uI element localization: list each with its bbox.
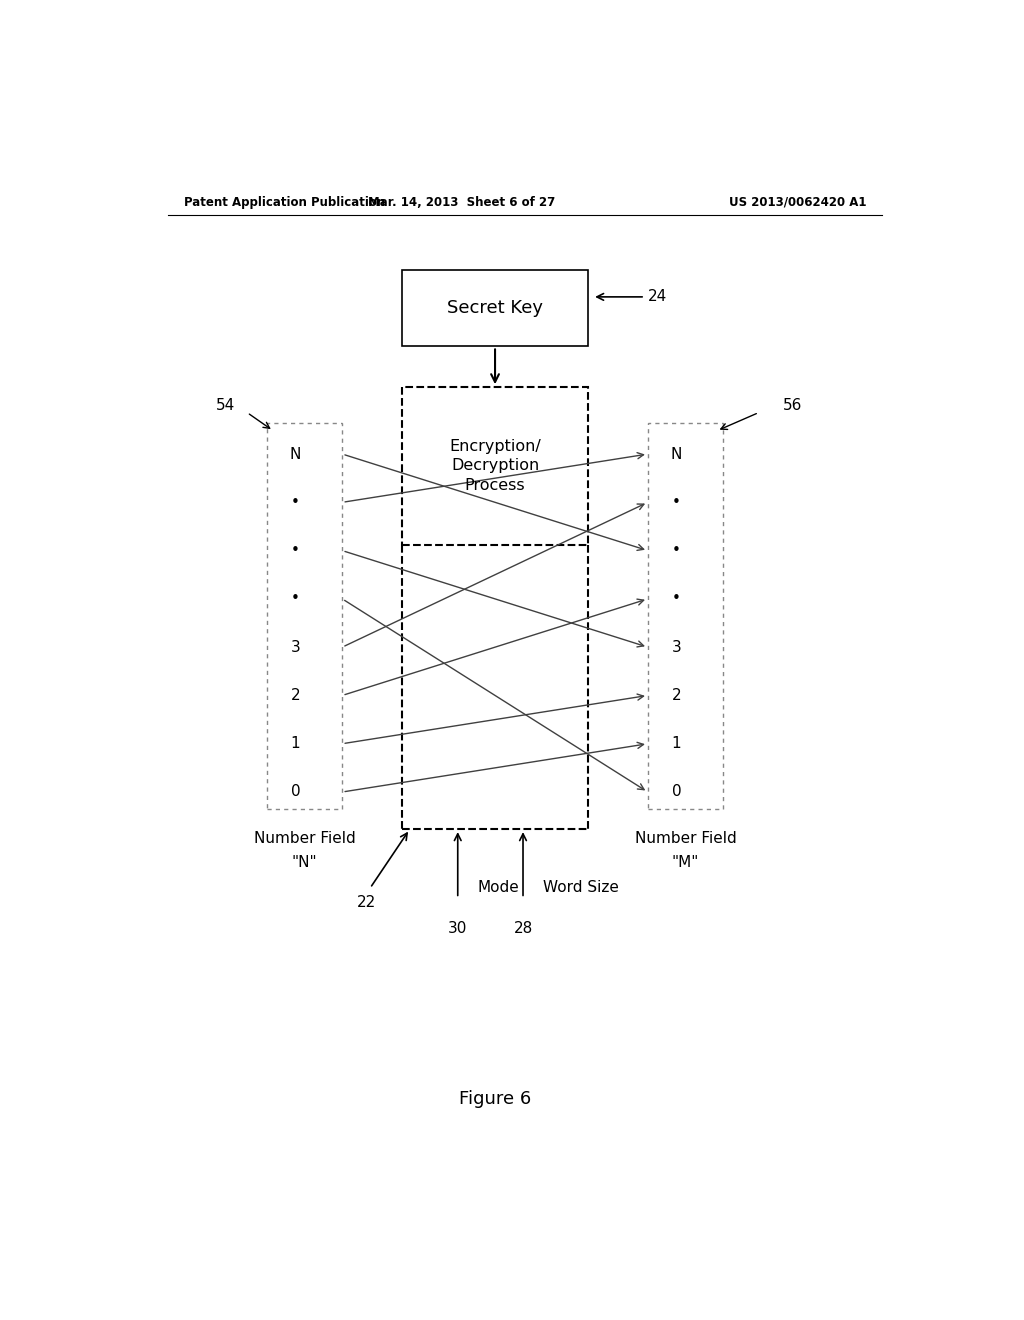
Bar bbox=[648, 422, 723, 809]
Text: 28: 28 bbox=[513, 921, 532, 936]
Text: 1: 1 bbox=[672, 737, 681, 751]
Text: Encryption/
Decryption
Process: Encryption/ Decryption Process bbox=[450, 438, 541, 494]
Text: 3: 3 bbox=[291, 640, 300, 655]
Text: •: • bbox=[672, 591, 681, 606]
Text: •: • bbox=[291, 495, 300, 510]
Text: 0: 0 bbox=[291, 784, 300, 800]
Text: 0: 0 bbox=[672, 784, 681, 800]
Text: US 2013/0062420 A1: US 2013/0062420 A1 bbox=[728, 195, 866, 209]
Text: "M": "M" bbox=[672, 854, 699, 870]
Text: "N": "N" bbox=[292, 854, 317, 870]
Text: Secret Key: Secret Key bbox=[447, 300, 543, 317]
Text: 2: 2 bbox=[291, 688, 300, 704]
Text: •: • bbox=[291, 543, 300, 558]
Text: •: • bbox=[672, 543, 681, 558]
Text: 30: 30 bbox=[449, 921, 467, 936]
Text: •: • bbox=[672, 495, 681, 510]
Text: Mar. 14, 2013  Sheet 6 of 27: Mar. 14, 2013 Sheet 6 of 27 bbox=[368, 195, 555, 209]
Text: N: N bbox=[290, 446, 301, 462]
Text: 1: 1 bbox=[291, 737, 300, 751]
Text: Number Field: Number Field bbox=[635, 832, 736, 846]
Text: N: N bbox=[671, 446, 682, 462]
Bar bbox=[267, 422, 342, 809]
Text: Number Field: Number Field bbox=[254, 832, 355, 846]
Text: Figure 6: Figure 6 bbox=[459, 1089, 530, 1107]
Text: •: • bbox=[291, 591, 300, 606]
Bar bbox=[401, 271, 588, 346]
Text: 2: 2 bbox=[672, 688, 681, 704]
Text: Word Size: Word Size bbox=[543, 880, 618, 895]
Text: 56: 56 bbox=[782, 397, 802, 412]
Text: 3: 3 bbox=[672, 640, 681, 655]
Text: Mode: Mode bbox=[477, 880, 519, 895]
Text: 54: 54 bbox=[216, 397, 236, 412]
Bar bbox=[401, 387, 588, 545]
Text: Patent Application Publication: Patent Application Publication bbox=[183, 195, 385, 209]
Text: 24: 24 bbox=[597, 289, 667, 305]
Text: 22: 22 bbox=[356, 895, 376, 911]
